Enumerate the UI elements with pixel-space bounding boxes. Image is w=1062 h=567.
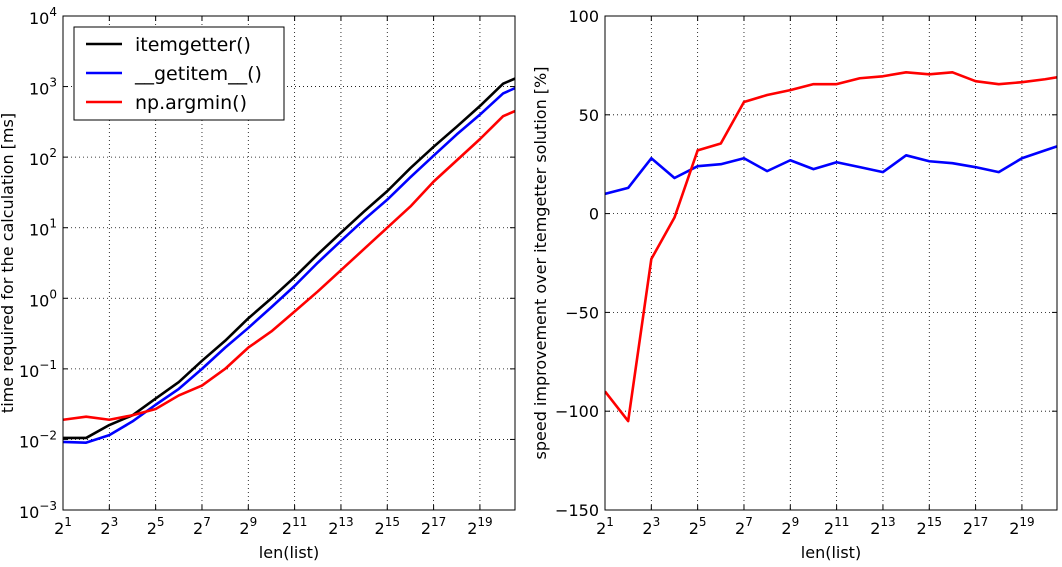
- y-tick-label: 10−2: [19, 428, 57, 451]
- series-line-getitem: [605, 145, 1057, 196]
- y-tick-label: 0: [589, 205, 599, 224]
- x-tick-label: 25: [147, 515, 165, 538]
- y-tick-label: 103: [29, 76, 57, 99]
- legend-label-itemgetter: itemgetter(): [135, 34, 251, 56]
- y-tick-label: 101: [29, 217, 57, 240]
- y-tick-label: 102: [29, 146, 57, 169]
- x-axis-label: len(list): [801, 543, 861, 562]
- x-tick-label: 217: [421, 515, 446, 538]
- x-tick-label: 219: [1009, 515, 1034, 538]
- y-tick-label: 10−1: [19, 358, 57, 381]
- plot-frame: [62, 15, 516, 511]
- legend: itemgetter() __getitem__() np.argmin(): [73, 26, 285, 121]
- right-chart-speed-improvement: 21 23 25 27 29 211 213 215 217 219 −150 −100 −50 0 50 1…: [531, 7, 1058, 562]
- x-tick-label: 27: [193, 515, 211, 538]
- x-tick-label: 211: [282, 515, 307, 538]
- x-tick-label: 29: [239, 515, 257, 538]
- y-tick-label: 100: [568, 7, 599, 26]
- x-tick-label: 23: [100, 515, 118, 538]
- plot-frame: [604, 15, 1058, 511]
- legend-label-getitem: __getitem__(): [134, 63, 262, 85]
- left-chart-time: 21 23 25 27 29 211 213 215 217 219 10−3 10−2 10−1 100…: [0, 5, 516, 562]
- x-tick-label: 29: [781, 515, 799, 538]
- x-tick-label: 215: [917, 515, 942, 538]
- x-axis-label: len(list): [259, 543, 319, 562]
- x-tick-label: 213: [328, 515, 353, 538]
- y-tick-label: 100: [29, 287, 57, 310]
- y-axis-label: speed improvement over itemgetter soluti…: [531, 67, 550, 460]
- y-tick-label: 10−3: [19, 499, 57, 522]
- x-tick-label: 25: [689, 515, 707, 538]
- legend-label-npargmin: np.argmin(): [135, 92, 247, 114]
- x-tick-label: 211: [824, 515, 849, 538]
- x-tick-label: 21: [596, 515, 614, 538]
- x-tick-label: 27: [735, 515, 753, 538]
- y-tick-label: −100: [555, 402, 599, 421]
- series-line-npargmin: [605, 71, 1057, 423]
- x-tick-label: 219: [467, 515, 492, 538]
- y-axis-label: time required for the calculation [ms]: [0, 113, 17, 413]
- series-line-npargmin: [63, 109, 515, 422]
- y-tick-label: 104: [29, 5, 57, 28]
- x-tick-label: 217: [963, 515, 988, 538]
- y-tick-label: −150: [555, 501, 599, 520]
- x-tick-label: 213: [870, 515, 895, 538]
- x-tick-label: 215: [375, 515, 400, 538]
- series-line-getitem: [63, 86, 515, 444]
- y-tick-label: 50: [579, 106, 599, 125]
- series-line-itemgetter: [63, 77, 515, 440]
- y-tick-label: −50: [565, 303, 599, 322]
- legend-box: [73, 26, 285, 121]
- x-tick-label: 23: [642, 515, 660, 538]
- x-tick-label: 21: [54, 515, 72, 538]
